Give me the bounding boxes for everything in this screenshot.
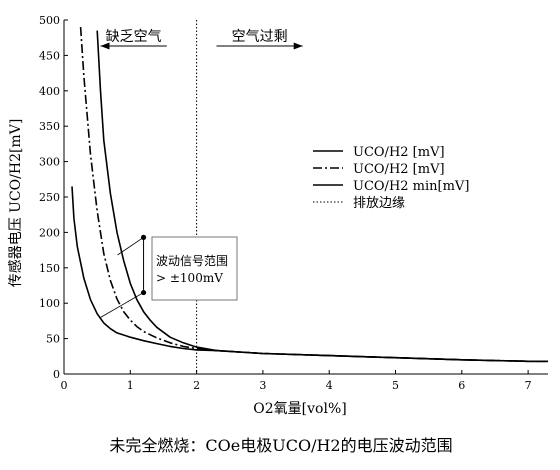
y-tick-label: 500 [39,14,60,27]
series-lines [71,27,548,363]
region-label-1: 缺乏空气 [106,29,162,45]
axes [63,20,548,375]
region-label-2: 空气过剩 [232,29,288,45]
legend-label-4: 排放边缘 [353,196,405,211]
fluctuation-annotation: 波动信号范围 > ±100mV [99,234,238,319]
y-tick-label: 400 [39,85,60,98]
legend-label-3: UCO/H2 min[mV] [353,179,469,194]
series-line-3 [71,186,548,363]
x-tick-label: 3 [259,379,266,392]
y-tick-label: 300 [39,156,60,169]
series-line-2 [79,27,548,363]
y-tick-label: 100 [39,297,60,310]
y-tick-label: 0 [53,368,60,381]
region-arrow-head [293,42,303,50]
range-top-dot [140,234,147,240]
series-line-1 [96,30,548,363]
y-tick-label: 200 [39,226,60,239]
y-tick-label: 350 [39,120,60,133]
x-tick-label: 7 [525,379,532,392]
legend-label-1: UCO/H2 [mV] [353,145,445,160]
y-tick-label: 50 [46,333,60,346]
y-tick-label: 250 [39,191,60,204]
x-axis-label: O2氧量[vol%] [253,401,346,417]
x-tick-label: 2 [193,379,200,392]
y-tick-label: 150 [39,262,60,275]
x-tick-label: 6 [458,379,465,392]
region-labels: 缺乏空气 空气过剩 [100,29,303,50]
annotation-line-2: > ±100mV [156,271,223,285]
legend: UCO/H2 [mV] UCO/H2 [mV] UCO/H2 min[mV] 排放边缘 [313,145,469,211]
annotation-leader-bottom [99,292,144,319]
y-tick-label: 450 [39,49,60,62]
y-axis-label: 传感器电压 UCO/H2[mV] [7,119,24,288]
x-tick-label: 1 [127,379,134,392]
legend-label-2: UCO/H2 [mV] [353,162,445,177]
x-tick-label: 5 [392,379,399,392]
x-tick-label: 4 [326,379,333,392]
annotation-line-1: 波动信号范围 [156,254,228,268]
region-arrow-head [100,42,110,50]
chart-caption: 未完全燃烧：COe电极UCO/H2的电压波动范围 [109,436,452,455]
annotation-box [151,236,238,301]
tick-labels: 0 50 100 150 200 250 300 350 400 450 500 0 1 2 3 4 5 6 7 [39,14,532,392]
annotation-leader-top [117,237,144,256]
x-tick-label: 0 [61,379,68,392]
